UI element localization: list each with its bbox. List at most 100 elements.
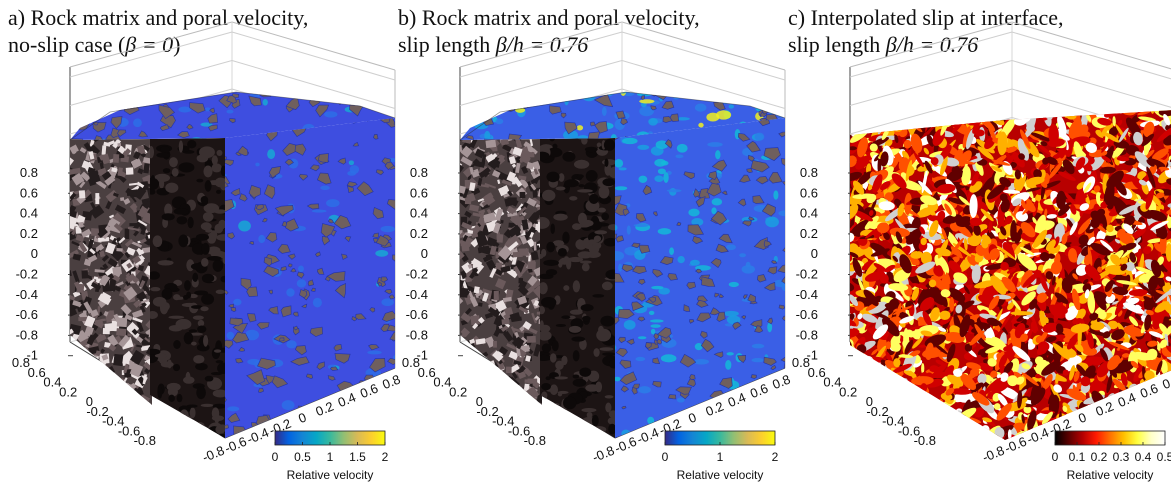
y-tick-label: 0.6 [748, 380, 770, 401]
z-tick-label: 0.2 [410, 226, 428, 241]
section-face [540, 138, 615, 438]
colorbar-tick-label: 0 [662, 450, 669, 464]
y-tick-label: 0 [1076, 410, 1088, 427]
panel-title: a) Rock matrix and poral velocity, no-sl… [8, 4, 308, 58]
colorbar-gradient [1054, 430, 1166, 446]
colorbar-label: Relative velocity [1067, 468, 1154, 482]
x-tick-label: 0.2 [449, 384, 467, 399]
z-tick-label: -0.6 [796, 307, 818, 322]
x-tick-label: 0.2 [59, 384, 77, 399]
z-tick-label: 0.6 [800, 185, 818, 200]
z-tick-label: -0.2 [406, 267, 428, 282]
z-tick-label: 0.4 [800, 206, 818, 221]
cube-edge [459, 91, 786, 141]
colorbar-tick-label: 0.2 [1091, 450, 1108, 464]
x-tick-label: 0.8 [792, 355, 810, 370]
colorbar-label: Relative velocity [677, 468, 764, 482]
x-tick-label: 0.6 [28, 365, 46, 380]
rock-surface-left [460, 139, 542, 405]
colorbar-tick-label: 0.3 [1113, 450, 1130, 464]
grid-line-right [231, 31, 396, 81]
cube-plot-c: 0.80.60.40.20-0.2-0.4-0.6-0.8-10.80.60.4… [792, 21, 1171, 482]
colorbar-tick-label: 0.1 [1069, 450, 1086, 464]
cube-edge [69, 91, 396, 141]
x-tick-label: -0.2 [866, 404, 888, 419]
rock-cube [459, 91, 786, 438]
x-tick-label: -0.2 [476, 404, 498, 419]
y-tick-label: 0 [296, 410, 308, 427]
grid-line-left [849, 60, 1013, 106]
y-tick-label: 0.6 [1138, 380, 1160, 401]
z-tick-label: 0.4 [410, 206, 428, 221]
y-tick-label: 0.2 [1093, 398, 1115, 419]
x-tick-label: -0.6 [118, 423, 140, 438]
colorbar-tick-label: 0 [1052, 450, 1059, 464]
x-tick-label: 0.4 [43, 375, 61, 390]
grid-line-left [69, 31, 233, 78]
grid-line-left [849, 88, 1013, 135]
colorbar-tick-label: 0 [272, 450, 279, 464]
panel-title: b) Rock matrix and poral velocity, slip … [398, 4, 700, 58]
y-tick-label: 0.4 [336, 389, 358, 410]
slip-surface [850, 110, 1171, 440]
z-tick-label: -1 [416, 348, 428, 363]
z-tick-label: -0.8 [406, 327, 428, 342]
z-tick-label: -0.2 [16, 267, 38, 282]
title-line-1: a) Rock matrix and poral velocity, [8, 5, 309, 30]
top-back-edge [459, 21, 623, 68]
x-tick-label: -0.4 [882, 414, 904, 429]
z-tick-label: -0.2 [796, 267, 818, 282]
panel-a: a) Rock matrix and poral velocity, no-sl… [0, 0, 403, 490]
colorbar-tick-label: 1 [327, 450, 334, 464]
y-tick-label: -0.8 [200, 443, 226, 465]
top-right-edge [231, 21, 396, 71]
x-tick-label: -0.4 [102, 414, 124, 429]
y-tick-label: 0.4 [726, 389, 748, 410]
grid-line-right [1011, 60, 1171, 108]
x-tick-label: 0 [86, 394, 93, 409]
grid-line-right [621, 31, 786, 81]
z-tick-label: 0 [811, 246, 818, 261]
colorbar: 0 0.5 1 1.5 2 Relative velocity [272, 430, 389, 482]
y-tick-label: 0.8 [380, 371, 402, 392]
slip-fragments [850, 110, 1171, 440]
rock-cube [69, 91, 396, 438]
top-right-edge [621, 21, 786, 71]
x-tick-label: 0.6 [808, 365, 826, 380]
x-tick-label: -0.8 [134, 433, 156, 448]
y-tick-label: -0.8 [980, 443, 1006, 465]
z-tick-label: -1 [26, 348, 38, 363]
z-tick-label: 0 [31, 246, 38, 261]
z-tick-label: -0.8 [796, 327, 818, 342]
z-tick-label: 0.6 [410, 185, 428, 200]
x-tick-label: 0 [866, 394, 873, 409]
colorbar-tick-label: 0.4 [1135, 450, 1152, 464]
title-line-1: b) Rock matrix and poral velocity, [398, 5, 700, 30]
z-tick-label: 0.2 [20, 226, 38, 241]
z-tick-label: -0.4 [796, 287, 818, 302]
grid-line-right [1011, 31, 1171, 80]
x-tick-label: 0.2 [839, 384, 857, 399]
x-tick-label: -0.8 [524, 433, 546, 448]
panel-c: c) Interpolated slip at interface, slip … [780, 0, 1171, 490]
z-tick-label: 0 [421, 246, 428, 261]
colorbar-tick-label: 2 [382, 450, 389, 464]
z-tick-label: -0.4 [16, 287, 38, 302]
x-tick-label: -0.6 [508, 423, 530, 438]
x-tick-label: 0.8 [402, 355, 420, 370]
title-line-2: no-slip case (β = 0) [8, 32, 181, 57]
z-tick-label: 0.6 [20, 185, 38, 200]
top-back-edge [69, 21, 233, 68]
z-tick-label: -0.6 [406, 307, 428, 322]
colorbar-tick-label: 0.5 [294, 450, 311, 464]
z-tick-label: 0.8 [410, 165, 428, 180]
z-tick-label: 0.8 [20, 165, 38, 180]
y-tick-label: -0.8 [590, 443, 616, 465]
z-tick-label: -1 [806, 348, 818, 363]
z-tick-label: -0.6 [16, 307, 38, 322]
grid-line-left [69, 60, 233, 106]
x-tick-label: -0.8 [914, 433, 936, 448]
x-tick-label: -0.4 [492, 414, 514, 429]
y-tick-label: 0.4 [1116, 389, 1138, 410]
title-line-1: c) Interpolated slip at interface, [788, 5, 1064, 30]
